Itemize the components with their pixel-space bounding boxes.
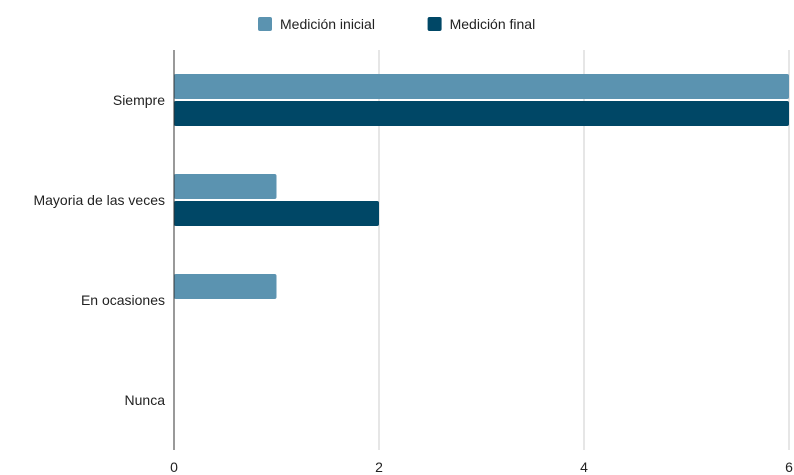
bar-medicion-inicial-en-ocasiones (174, 274, 277, 299)
bars (174, 74, 789, 299)
y-tick-label-nunca: Nunca (125, 392, 166, 408)
y-tick-label-en-ocasiones: En ocasiones (81, 292, 165, 308)
legend-swatch-medicion-inicial (258, 17, 272, 31)
legend-label-medicion-inicial: Medición inicial (280, 16, 375, 32)
legend-swatch-medicion-final (427, 17, 442, 31)
bar-medicion-inicial-siempre (174, 74, 789, 99)
x-tick-label-2: 2 (375, 459, 383, 475)
y-tick-label-mayoria-de-las-veces: Mayoria de las veces (33, 192, 165, 208)
x-tick-label-4: 4 (580, 459, 588, 475)
x-tick-label-0: 0 (170, 459, 178, 475)
bar-medicion-final-mayoria-de-las-veces (174, 201, 379, 226)
y-tick-label-siempre: Siempre (113, 92, 165, 108)
x-tick-label-6: 6 (785, 459, 793, 475)
x-axis: 0 2 4 6 (170, 459, 793, 475)
bar-medicion-inicial-mayoria-de-las-veces (174, 174, 277, 199)
bar-medicion-final-siempre (174, 101, 789, 126)
legend-label-medicion-final: Medición final (450, 16, 536, 32)
legend: Medición inicial Medición final (258, 16, 535, 32)
y-axis: Siempre Mayoria de las veces En ocasiones N… (33, 50, 175, 450)
